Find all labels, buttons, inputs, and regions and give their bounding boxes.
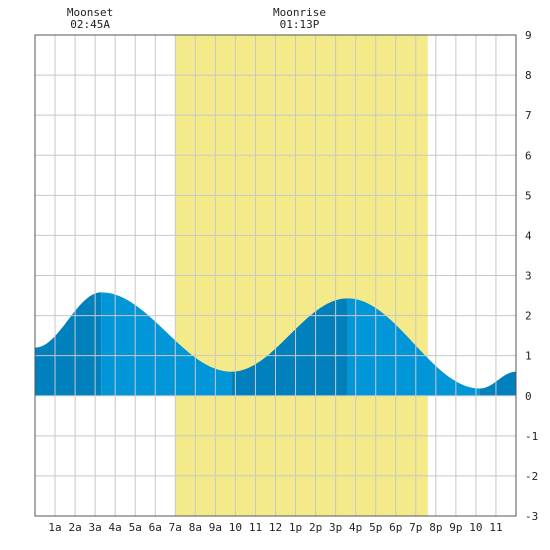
x-tick-label: 4p [349, 521, 362, 534]
y-tick-label: 5 [525, 189, 532, 202]
y-tick-label: 7 [525, 109, 532, 122]
y-tick-label: 2 [525, 310, 532, 323]
x-tick-label: 3p [329, 521, 342, 534]
x-tick-label: 3a [89, 521, 102, 534]
y-tick-label: 9 [525, 29, 532, 42]
y-tick-label: 0 [525, 390, 532, 403]
x-tick-label: 1p [289, 521, 302, 534]
y-tick-label: -2 [525, 470, 538, 483]
tide-rising-segment [479, 371, 516, 396]
y-tick-label: 1 [525, 350, 532, 363]
x-tick-label: 5p [369, 521, 382, 534]
y-tick-label: 3 [525, 270, 532, 283]
tide-rising-segment [231, 298, 348, 396]
x-tick-label: 10 [469, 521, 482, 534]
plot-frame [34, 34, 517, 517]
x-tick-label: 7p [409, 521, 422, 534]
x-tick-label: 6a [149, 521, 162, 534]
x-tick-label: 12 [269, 521, 282, 534]
x-tick-label: 9p [449, 521, 462, 534]
moon-event-label: Moonrise [273, 6, 326, 19]
x-tick-label: 5a [129, 521, 142, 534]
moon-event-time: 01:13P [280, 18, 320, 31]
tide-rising-segment [35, 292, 102, 396]
x-tick-label: 11 [489, 521, 502, 534]
x-tick-label: 8a [189, 521, 202, 534]
x-tick-label: 7a [169, 521, 182, 534]
x-tick-label: 4a [109, 521, 122, 534]
moon-event-time: 02:45A [70, 18, 110, 31]
x-tick-label: 1a [48, 521, 61, 534]
x-tick-label: 2p [309, 521, 322, 534]
x-tick-label: 10 [229, 521, 242, 534]
x-tick-label: 9a [209, 521, 222, 534]
y-tick-label: -1 [525, 430, 538, 443]
y-tick-label: -3 [525, 510, 538, 523]
moon-event-label: Moonset [67, 6, 113, 19]
x-tick-label: 11 [249, 521, 262, 534]
y-tick-label: 4 [525, 229, 532, 242]
x-tick-label: 6p [389, 521, 402, 534]
tide-falling-segment [101, 292, 232, 396]
tide-falling-segment [347, 298, 480, 396]
x-tick-label: 8p [429, 521, 442, 534]
y-tick-label: 6 [525, 149, 532, 162]
x-tick-label: 2a [68, 521, 81, 534]
y-tick-label: 8 [525, 69, 532, 82]
